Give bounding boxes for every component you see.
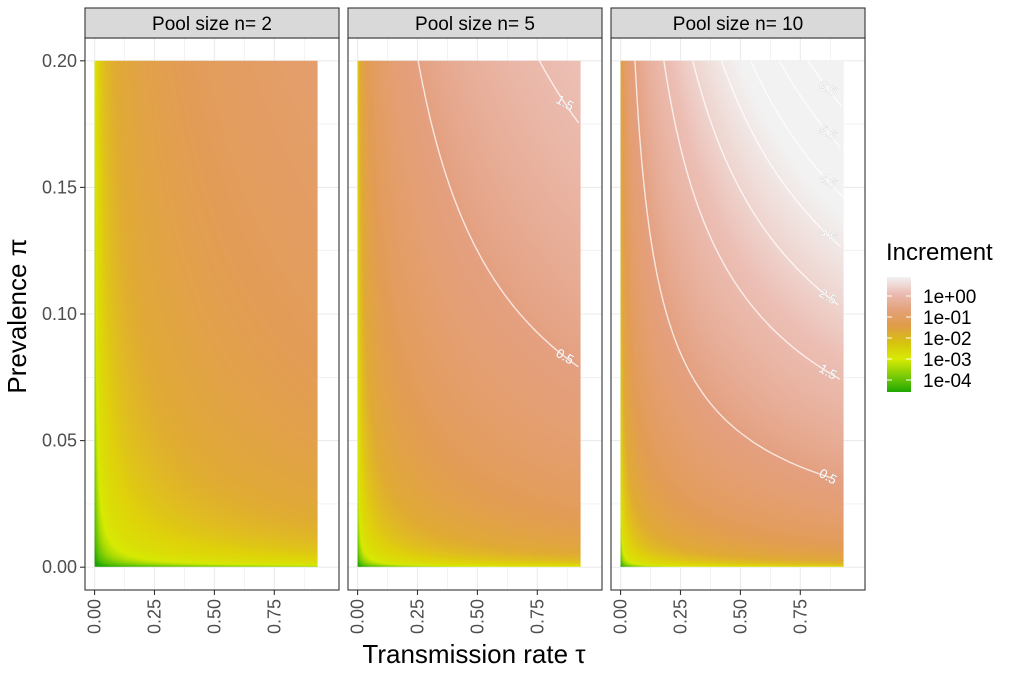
y-tick-label: 0.10 (42, 304, 77, 324)
contour-line (417, 60, 579, 368)
x-axis-title: Transmission rate τ (362, 639, 586, 669)
heatmap-raster (357, 60, 581, 567)
panel: Pool size n= 2 0.00 0.25 0.50 0.75 (84, 7, 340, 634)
y-tick-label: 0.20 (42, 51, 77, 71)
contour-line (778, 60, 842, 149)
legend-label: 1e-03 (923, 350, 972, 371)
legend-title: Increment (886, 239, 993, 266)
legend-label: 1e-02 (923, 329, 972, 350)
axes-layer: Transmission rate τ Prevalence π 0.00 0.0… (2, 51, 586, 669)
contour-line (634, 60, 834, 480)
x-tick-label: 0.00 (611, 599, 631, 634)
y-tick-label: 0.05 (42, 431, 77, 451)
x-tick-label: 0.75 (790, 599, 810, 634)
x-tick-label: 0.25 (144, 599, 164, 634)
legend-label: 1e-04 (923, 371, 972, 392)
facet-strip-label: Pool size n= 5 (415, 14, 535, 35)
y-axis-title: Prevalence π (2, 238, 32, 393)
contour-line (721, 60, 842, 248)
y-tick-label: 0.15 (42, 177, 77, 197)
x-tick-label: 0.25 (407, 599, 427, 634)
facet-strip-label: Pool size n= 10 (673, 14, 803, 35)
legend-label: 1e-01 (923, 308, 972, 329)
contour-line (807, 60, 843, 107)
y-tick-label: 0.00 (42, 557, 77, 577)
facet-strip (610, 7, 866, 39)
contour-line (692, 60, 839, 306)
contour-line (538, 60, 580, 124)
x-tick-label: 0.50 (204, 599, 224, 634)
facet-strip (347, 7, 603, 39)
facet-strip (84, 7, 340, 39)
x-tick-label: 0.00 (85, 599, 105, 634)
x-tick-label: 0.25 (670, 599, 690, 634)
x-tick-label: 0.75 (264, 599, 284, 634)
legend-colorbar (887, 277, 911, 392)
panels-layer: Pool size n= 20.00 0.25 0.50 0.750.51.5Pool… (84, 7, 866, 634)
x-tick-label: 0.50 (467, 599, 487, 634)
contour-line (749, 60, 844, 198)
x-tick-label: 0.50 (730, 599, 750, 634)
legend-label: 1e+00 (923, 287, 976, 308)
facet-strip-label: Pool size n= 2 (152, 14, 272, 35)
x-tick-label: 0.00 (348, 599, 368, 634)
heatmap-raster (94, 60, 318, 567)
heatmap-raster (620, 60, 844, 567)
contour-line (663, 60, 841, 380)
x-tick-label: 0.75 (527, 599, 547, 634)
